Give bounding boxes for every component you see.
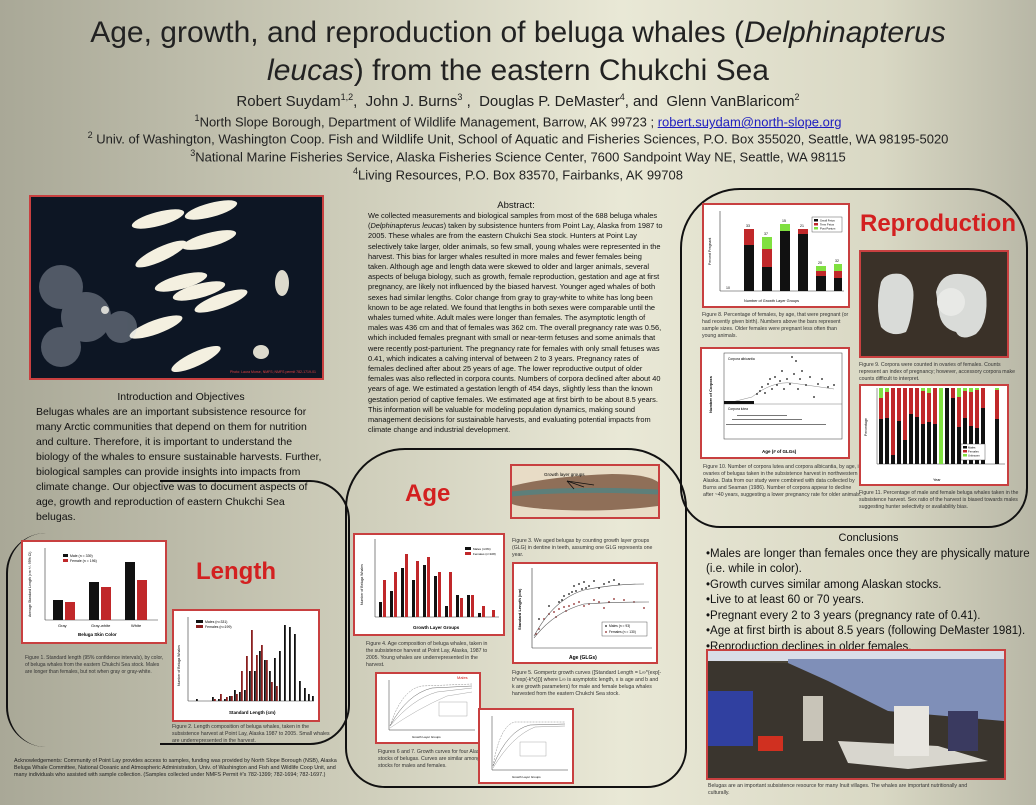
figure-8-chart: 10 33 37 15 21 20 32 Small Fetus Term Fetus Post… xyxy=(702,203,850,308)
figure-11-caption: Figure 11. Percentage of male and female… xyxy=(859,490,1019,510)
figure-5-chart: Males (n = 93) Females (n = 130) Age (GLG… xyxy=(512,562,658,664)
figure-3-tooth-photo: Growth layer groups xyxy=(510,464,660,519)
figure-7-chart: Growth Layer Groups xyxy=(478,708,574,784)
intro-text: Belugas whales are an important subsiste… xyxy=(36,406,322,523)
svg-text:Gray-white: Gray-white xyxy=(91,623,111,628)
svg-text:37: 37 xyxy=(764,232,768,236)
svg-text:Number of Beluga Whales: Number of Beluga Whales xyxy=(360,564,364,605)
figure-11-chart: Males Females Unknown Year Percentage xyxy=(859,384,1009,486)
figure-2-caption: Figure 2. Length composition of beluga w… xyxy=(172,724,330,744)
affiliation-4: 4Living Resources, P.O. Box 83570, Fairb… xyxy=(353,166,683,183)
figure-10-caption: Figure 10. Number of corpora lutea and c… xyxy=(703,464,862,498)
length-panel-border xyxy=(6,533,164,747)
svg-text:Post Partum: Post Partum xyxy=(820,227,836,231)
svg-text:Number of Corpora: Number of Corpora xyxy=(708,376,713,413)
conclusion-item: •Growth curves similar among Alaskan sto… xyxy=(706,578,942,591)
fig11-xlabel: Year xyxy=(933,478,941,482)
fig1-xlabel: Beluga Skin Color xyxy=(78,632,117,637)
svg-text:Males: Males xyxy=(968,446,976,450)
fig10-xlabel: Age (# of GLGs) xyxy=(762,449,797,454)
harvest-photo-caption: Belugas are an important subsistence res… xyxy=(708,783,968,796)
svg-text:Females (n=199): Females (n=199) xyxy=(205,625,232,629)
acknowledgements: Acknowledgements: Community of Point Lay… xyxy=(14,758,337,779)
svg-text:White: White xyxy=(131,623,142,628)
svg-text:33: 33 xyxy=(746,224,750,228)
svg-text:Gray: Gray xyxy=(58,623,67,628)
svg-text:Corpora albicantia: Corpora albicantia xyxy=(728,357,755,361)
affiliation-1: 1North Slope Borough, Department of Wild… xyxy=(194,113,842,130)
fig8-xlabel: Number of Growth Layer Groups xyxy=(744,299,799,303)
reproduction-panel-border xyxy=(680,188,1028,528)
figure-3-caption: Figure 3. We aged belugas by counting gr… xyxy=(512,538,653,558)
figure-8-caption: Figure 8. Percentage of females, by age,… xyxy=(702,312,849,339)
intro-heading: Introduction and Objectives xyxy=(117,391,245,403)
length-heading: Length xyxy=(196,558,276,585)
email-link[interactable]: robert.suydam@north-slope.org xyxy=(657,114,842,130)
svg-text:Growth Layer Groups: Growth Layer Groups xyxy=(512,775,541,779)
reproduction-heading: Reproduction xyxy=(860,210,1016,237)
fig2-xlabel: Standard Length (cm) xyxy=(229,710,276,715)
poster-title: Age, growth, and reproduction of beluga … xyxy=(90,16,946,87)
svg-text:Percent Pregnant: Percent Pregnant xyxy=(708,238,712,265)
harvest-photo xyxy=(706,649,1006,780)
conclusions-section: Conclusions •Males are longer than femal… xyxy=(706,531,1031,655)
svg-text:Males (n = 93): Males (n = 93) xyxy=(609,624,630,628)
figure-9-ovaries-photo xyxy=(859,250,1009,358)
svg-text:Growth Layer Groups: Growth Layer Groups xyxy=(412,735,441,739)
svg-text:Female (n = 196): Female (n = 196) xyxy=(70,559,97,563)
beluga-pod-photo: Photo: Laura Morse, NMFS; NMFS permit 78… xyxy=(29,195,324,380)
affiliation-3: 3National Marine Fisheries Service, Alas… xyxy=(190,148,846,165)
figure-9-caption: Figure 9. Corpora were counted in ovarie… xyxy=(859,362,1015,382)
intro-section: Introduction and Objectives Belugas whal… xyxy=(36,390,326,525)
fig4-xlabel: Growth Layer Groups xyxy=(413,625,460,630)
svg-text:Males (n=84): Males (n=84) xyxy=(473,547,491,551)
svg-text:Males (n=331): Males (n=331) xyxy=(205,620,227,624)
svg-text:Term Fetus: Term Fetus xyxy=(820,223,835,227)
figure-4-caption: Figure 4. Age composition of beluga whal… xyxy=(366,641,488,668)
svg-text:Number of Beluga Whales: Number of Beluga Whales xyxy=(177,645,181,686)
svg-text:Standard Length (cm): Standard Length (cm) xyxy=(517,588,522,630)
figure-1-caption: Figure 1. Standard length (95% confidenc… xyxy=(25,655,164,675)
fig6-males-label: Males xyxy=(457,675,468,680)
svg-text:32: 32 xyxy=(835,259,839,263)
length-panel-border-right xyxy=(160,480,350,745)
svg-text:21: 21 xyxy=(800,224,804,228)
svg-text:Females (n = 130): Females (n = 130) xyxy=(609,630,636,634)
abstract-heading: Abstract: xyxy=(497,200,535,211)
svg-text:Percentage: Percentage xyxy=(864,418,868,436)
conclusion-item: •Live to at least 60 or 70 years. xyxy=(706,594,865,606)
figure-10-chart: Corpora albicantia Corpora lutea Age (# … xyxy=(700,347,850,459)
figure-5-caption: Figure 5. Gompertz growth curves ([Stand… xyxy=(512,670,662,697)
figures-6-7-caption: Figures 6 and 7. Growth curves for four … xyxy=(378,749,488,769)
abstract-section: Abstract: We collected measurements and … xyxy=(368,200,663,435)
svg-text:Small Fetus: Small Fetus xyxy=(820,219,835,223)
photo-credit: Photo: Laura Morse, NMFS; NMFS permit 78… xyxy=(230,370,316,374)
svg-text:Females (n=108): Females (n=108) xyxy=(473,552,496,556)
svg-text:15: 15 xyxy=(782,219,786,223)
svg-text:Females: Females xyxy=(968,450,979,454)
figure-2-chart: Males (n=331) Females (n=199) Standard Le… xyxy=(172,609,320,722)
growth-layer-label: Growth layer groups xyxy=(544,472,585,477)
figure-4-chart: Males (n=84) Females (n=108) Growth Layer… xyxy=(353,533,505,636)
author-list: Robert Suydam1,2, John J. Burns3 , Dougl… xyxy=(236,92,800,110)
conclusion-item: •Pregnant every 2 to 3 years (pregnancy … xyxy=(706,609,981,622)
age-panel-border xyxy=(345,448,687,788)
figure-6-chart: Males Growth Layer Groups xyxy=(375,672,481,744)
beluga-whales-illustration: Photo: Laura Morse, NMFS; NMFS permit 78… xyxy=(39,200,316,374)
fig5-xlabel: Age (GLGs) xyxy=(569,655,597,661)
figure-1-chart: Male (n = 339) Female (n = 196) Gray Gray-… xyxy=(21,540,167,644)
svg-text:10: 10 xyxy=(726,286,730,290)
svg-text:20: 20 xyxy=(818,261,822,265)
svg-text:Average Standard Length (cm +/: Average Standard Length (cm +/- 95% CI) xyxy=(28,552,32,617)
svg-text:Male (n = 339): Male (n = 339) xyxy=(70,554,93,558)
conclusion-item: •Age at first birth is about 8.5 years (… xyxy=(706,625,1026,637)
age-heading: Age xyxy=(405,480,451,507)
affiliation-2: 2 Univ. of Washington, Washington Coop. … xyxy=(87,130,949,147)
svg-text:Corpora lutea: Corpora lutea xyxy=(728,407,748,411)
conclusion-item: •Males are longer than females once they… xyxy=(706,547,1030,576)
svg-text:Unknown: Unknown xyxy=(968,454,980,458)
conclusions-heading: Conclusions xyxy=(838,532,899,544)
